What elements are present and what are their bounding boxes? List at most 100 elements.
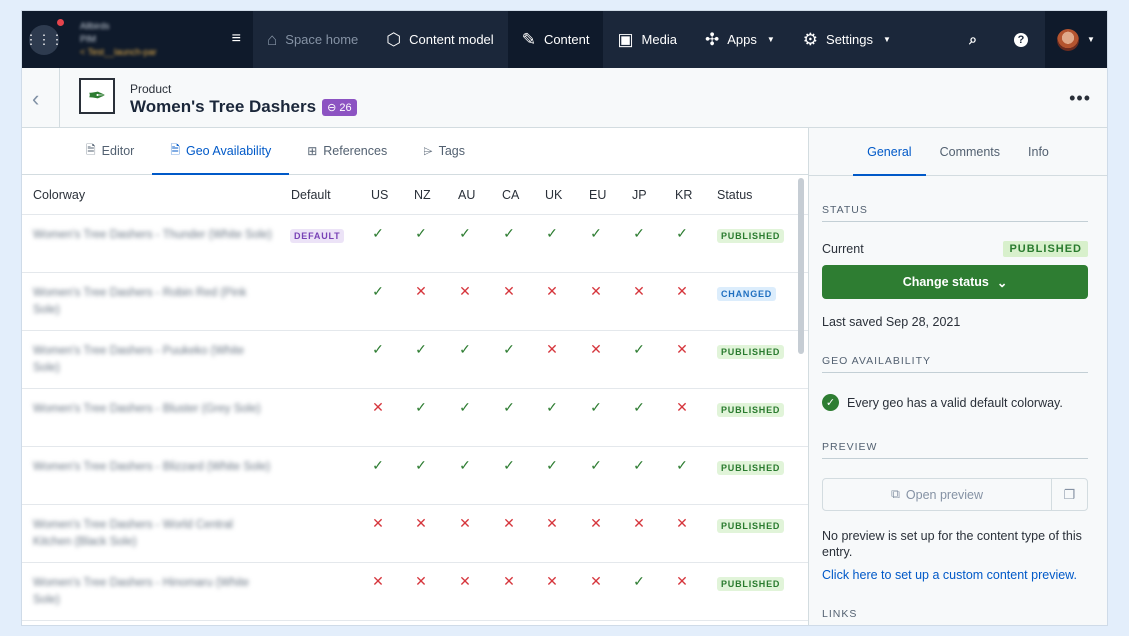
cross-icon-nz[interactable]: ✕ <box>415 573 427 589</box>
table-row[interactable]: Women's Tree Dashers - World Central Kit… <box>22 505 808 563</box>
cross-icon-ca[interactable]: ✕ <box>503 283 515 299</box>
check-icon-jp[interactable]: ✓ <box>633 457 645 473</box>
cross-icon-uk[interactable]: ✕ <box>546 341 558 357</box>
tab-geo-availability[interactable]: 🗎 Geo Availability <box>152 128 290 175</box>
nav-content[interactable]: ✎ Content <box>507 11 604 68</box>
cross-icon-nz[interactable]: ✕ <box>415 515 427 531</box>
check-icon-au[interactable]: ✓ <box>459 225 471 241</box>
cross-icon-kr[interactable]: ✕ <box>676 573 688 589</box>
check-icon-ca[interactable]: ✓ <box>503 399 515 415</box>
colorway-name[interactable]: Women's Tree Dashers - World Central Kit… <box>33 519 233 548</box>
check-icon-eu[interactable]: ✓ <box>590 225 602 241</box>
cross-icon-eu[interactable]: ✕ <box>590 573 602 589</box>
check-icon-jp[interactable]: ✓ <box>633 341 645 357</box>
table-row[interactable]: Women's Tree Dashers - Thunder (White So… <box>22 215 808 273</box>
tab-editor[interactable]: 🗎 Editor <box>68 128 152 174</box>
nav-apps[interactable]: ✣ Apps ▼ <box>691 11 789 68</box>
check-icon-au[interactable]: ✓ <box>459 399 471 415</box>
open-preview-button[interactable]: ⧉ Open preview <box>823 479 1052 510</box>
colorway-name[interactable]: Women's Tree Dashers - Thunder (White So… <box>33 229 272 241</box>
change-status-button[interactable]: Change status ⌄ <box>822 265 1088 299</box>
sidebar-tab-general[interactable]: General <box>853 128 927 176</box>
table-row[interactable]: Women's Tree Dashers - Blizzard (White S… <box>22 447 808 505</box>
check-icon-kr[interactable]: ✓ <box>676 225 688 241</box>
check-icon-nz[interactable]: ✓ <box>415 341 427 357</box>
check-icon-eu[interactable]: ✓ <box>590 457 602 473</box>
sidebar-tab-comments[interactable]: Comments <box>939 144 1001 159</box>
table-row[interactable]: Women's Tree Dashers - Puukeko (White So… <box>22 331 808 389</box>
check-icon-us[interactable]: ✓ <box>372 457 384 473</box>
cross-icon-jp[interactable]: ✕ <box>633 283 645 299</box>
cross-icon-au[interactable]: ✕ <box>459 573 471 589</box>
table-scrollbar[interactable] <box>798 178 804 354</box>
app-switcher[interactable]: ⋮⋮⋮ <box>22 11 66 68</box>
help-button[interactable]: ? <box>997 11 1045 68</box>
check-icon-nz[interactable]: ✓ <box>415 399 427 415</box>
cross-icon-au[interactable]: ✕ <box>459 515 471 531</box>
tab-references[interactable]: ⊞ References <box>289 128 405 174</box>
cross-icon-kr[interactable]: ✕ <box>676 283 688 299</box>
check-icon-uk[interactable]: ✓ <box>546 399 558 415</box>
nav-settings[interactable]: ⚙ Settings ▼ <box>789 11 905 68</box>
cross-icon-us[interactable]: ✕ <box>372 573 384 589</box>
check-icon-ca[interactable]: ✓ <box>503 225 515 241</box>
cross-icon-eu[interactable]: ✕ <box>590 515 602 531</box>
check-icon-au[interactable]: ✓ <box>459 341 471 357</box>
cross-icon-us[interactable]: ✕ <box>372 515 384 531</box>
cross-icon-us[interactable]: ✕ <box>372 399 384 415</box>
tab-tags[interactable]: ⌲ Tags <box>405 128 483 174</box>
check-icon-us[interactable]: ✓ <box>372 283 384 299</box>
account-menu[interactable]: ▼ <box>1045 11 1107 68</box>
check-icon-eu[interactable]: ✓ <box>590 399 602 415</box>
check-icon-au[interactable]: ✓ <box>459 457 471 473</box>
cross-icon-eu[interactable]: ✕ <box>590 283 602 299</box>
check-icon-uk[interactable]: ✓ <box>546 225 558 241</box>
table-row[interactable]: Women's Tree Dashers - Bluster (Grey Sol… <box>22 389 808 447</box>
check-icon-uk[interactable]: ✓ <box>546 457 558 473</box>
check-icon-kr[interactable]: ✓ <box>676 457 688 473</box>
cross-icon-nz[interactable]: ✕ <box>415 283 427 299</box>
references-badge[interactable]: ⊖ 26 <box>322 98 357 116</box>
table-row[interactable]: Women's Tree Dashers - Robin Red (Pink S… <box>22 273 808 331</box>
search-icon[interactable]: ⌕ <box>969 31 977 47</box>
cross-icon-au[interactable]: ✕ <box>459 283 471 299</box>
cross-icon-ca[interactable]: ✕ <box>503 573 515 589</box>
space-selector[interactable]: Allbirds PIM < Test__launch-par ≡ <box>66 11 253 68</box>
nav-content-model[interactable]: ⬡ Content model <box>372 11 507 68</box>
menu-icon[interactable]: ≡ <box>231 30 241 47</box>
colorway-name[interactable]: Women's Tree Dashers - Blizzard (White S… <box>33 461 271 473</box>
check-icon-us[interactable]: ✓ <box>372 225 384 241</box>
colorway-name[interactable]: Women's Tree Dashers - Bluster (Grey Sol… <box>33 403 261 415</box>
colorway-name[interactable]: Women's Tree Dashers - Robin Red (Pink S… <box>33 287 247 316</box>
nav-space-home[interactable]: ⌂ Space home <box>253 11 372 68</box>
status-badge: PUBLISHED <box>717 577 785 591</box>
check-icon-nz[interactable]: ✓ <box>415 457 427 473</box>
more-options-icon[interactable]: ••• <box>1069 88 1091 108</box>
check-icon-ca[interactable]: ✓ <box>503 341 515 357</box>
table-row[interactable]: Women's Tree Dashers - Hinomaru (White S… <box>22 563 808 621</box>
colorway-name[interactable]: Women's Tree Dashers - Puukeko (White So… <box>33 345 244 374</box>
nav-media[interactable]: ▣ Media <box>603 11 690 68</box>
cross-icon-kr[interactable]: ✕ <box>676 515 688 531</box>
sidebar-tab-info[interactable]: Info <box>1028 144 1049 159</box>
check-icon-jp[interactable]: ✓ <box>633 225 645 241</box>
cross-icon-jp[interactable]: ✕ <box>633 515 645 531</box>
cross-icon-kr[interactable]: ✕ <box>676 399 688 415</box>
check-icon-us[interactable]: ✓ <box>372 341 384 357</box>
check-icon-ca[interactable]: ✓ <box>503 457 515 473</box>
cross-icon-ca[interactable]: ✕ <box>503 515 515 531</box>
cross-icon-uk[interactable]: ✕ <box>546 283 558 299</box>
colorway-name[interactable]: Women's Tree Dashers - Hinomaru (White S… <box>33 577 250 606</box>
cross-icon-eu[interactable]: ✕ <box>590 341 602 357</box>
back-arrow-icon[interactable]: ‹ <box>32 86 40 111</box>
copy-icon[interactable]: ❐ <box>1063 486 1076 502</box>
check-icon-nz[interactable]: ✓ <box>415 225 427 241</box>
status-badge: CHANGED <box>717 287 777 301</box>
cross-icon-uk[interactable]: ✕ <box>546 515 558 531</box>
cross-icon-uk[interactable]: ✕ <box>546 573 558 589</box>
check-icon-jp[interactable]: ✓ <box>633 399 645 415</box>
check-icon-jp[interactable]: ✓ <box>633 573 645 589</box>
grid-icon[interactable]: ⋮⋮⋮ <box>25 24 64 55</box>
setup-preview-link[interactable]: Click here to set up a custom content pr… <box>822 568 1077 582</box>
cross-icon-kr[interactable]: ✕ <box>676 341 688 357</box>
